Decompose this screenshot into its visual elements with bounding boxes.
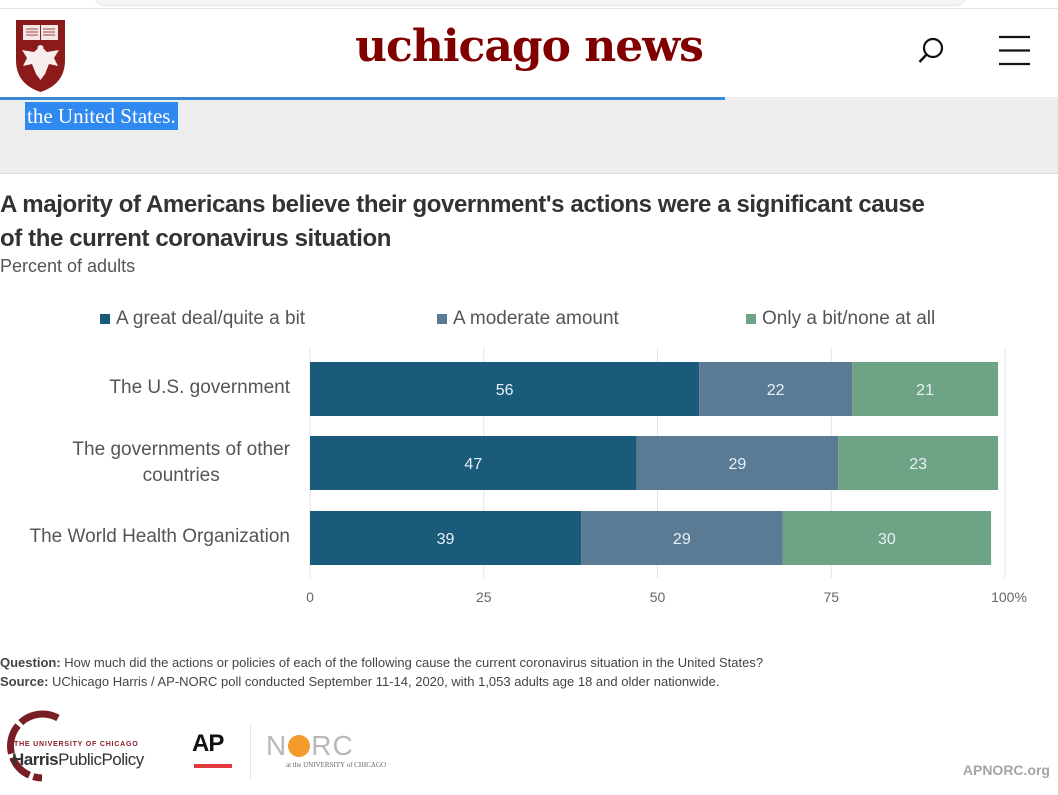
bar-value-label: 56 bbox=[496, 382, 514, 399]
bar-segment bbox=[782, 511, 992, 565]
source-label: Source: bbox=[0, 674, 49, 689]
category-label-who: The World Health Organization bbox=[30, 524, 291, 550]
harris-line-1: THE UNIVERSITY OF CHICAGO bbox=[14, 741, 139, 748]
chart-legend: A great deal/quite a bit A moderate amou… bbox=[0, 308, 1058, 334]
source-text: UChicago Harris / AP-NORC poll conducted… bbox=[48, 674, 720, 689]
reading-progress-bar bbox=[0, 97, 725, 100]
category-label-line: countries bbox=[142, 465, 220, 486]
harris-name: Harris bbox=[12, 750, 59, 769]
x-tick-label: 0 bbox=[306, 589, 314, 605]
harris-line-2: HarrisPublicPolicy bbox=[12, 750, 144, 770]
source-note: Source: UChicago Harris / AP-NORC poll c… bbox=[0, 674, 720, 689]
ap-logo[interactable]: AP bbox=[192, 730, 236, 772]
apnorc-link[interactable]: APNORC.org bbox=[962, 762, 1050, 778]
bar-segment bbox=[636, 436, 839, 490]
question-text: How much did the actions or policies of … bbox=[60, 655, 764, 670]
legend-item-only-a-bit: Only a bit/none at all bbox=[746, 308, 935, 330]
legend-item-moderate: A moderate amount bbox=[437, 308, 619, 330]
bar-value-label: 47 bbox=[464, 456, 482, 473]
ap-underline bbox=[194, 764, 232, 768]
bar-value-label: 29 bbox=[729, 456, 747, 473]
site-header: uchicago news bbox=[0, 9, 1058, 97]
selected-text[interactable]: the United States. bbox=[25, 102, 178, 130]
legend-swatch bbox=[437, 314, 447, 324]
harris-arc-icon bbox=[7, 710, 60, 782]
bar-value-label: 30 bbox=[878, 531, 896, 548]
x-tick-label: 75 bbox=[823, 589, 839, 605]
x-tick-label: 50 bbox=[650, 589, 666, 605]
site-title[interactable]: uchicago news bbox=[355, 21, 704, 72]
university-crest-logo[interactable] bbox=[14, 18, 67, 94]
category-label-line: The U.S. government bbox=[109, 377, 290, 398]
bar-value-label: 29 bbox=[673, 531, 691, 548]
ap-text: AP bbox=[192, 730, 224, 757]
legend-label: A moderate amount bbox=[453, 308, 619, 329]
chart-subtitle: Percent of adults bbox=[0, 256, 136, 276]
norc-orange-circle-icon bbox=[288, 735, 311, 757]
chart-title-line-1: A majority of Americans believe their go… bbox=[0, 191, 925, 218]
category-label-line: The World Health Organization bbox=[29, 526, 291, 547]
category-label-us-government: The U.S. government bbox=[109, 375, 290, 401]
chart-title-line-2: of the current coronavirus situation bbox=[0, 225, 391, 252]
legend-item-great-deal: A great deal/quite a bit bbox=[100, 308, 305, 330]
browser-address-strip bbox=[0, 0, 1058, 9]
chart-title: A majority of Americans believe their go… bbox=[0, 188, 1058, 256]
legend-swatch bbox=[100, 314, 110, 324]
legend-label: Only a bit/none at all bbox=[762, 308, 936, 329]
article-excerpt: the United States. bbox=[0, 97, 1058, 174]
tick-layer: 0 25 50 75 100% bbox=[306, 589, 1027, 605]
logo-divider bbox=[250, 724, 251, 779]
question-label: Question: bbox=[0, 655, 61, 670]
bar-segment bbox=[581, 511, 783, 565]
legend-label: A great deal/quite a bit bbox=[116, 308, 306, 329]
hamburger-menu-icon bbox=[999, 35, 1030, 66]
stacked-bar-chart: 56 22 21 47 29 23 39 29 30 0 25 50 75 100% bbox=[306, 348, 1027, 605]
menu-button[interactable] bbox=[994, 31, 1034, 71]
search-button[interactable] bbox=[912, 31, 952, 71]
bar-value-label: 22 bbox=[767, 382, 785, 399]
public-policy-name: PublicPolicy bbox=[58, 750, 144, 769]
bar-segment bbox=[838, 436, 999, 490]
bar-value-label: 39 bbox=[437, 531, 455, 548]
bar-segment bbox=[310, 436, 637, 490]
address-bar[interactable] bbox=[95, 0, 965, 6]
norc-subtitle: at the UNIVERSITY of CHICAGO bbox=[286, 761, 387, 769]
bar-segment bbox=[310, 511, 582, 565]
bar-segment bbox=[852, 362, 999, 416]
bar-value-label: 21 bbox=[916, 382, 934, 399]
norc-letter-n: N bbox=[266, 730, 288, 761]
harris-public-policy-logo[interactable]: THE UNIVERSITY OF CHICAGO HarrisPublicPo… bbox=[0, 710, 170, 782]
bar-segment bbox=[699, 362, 853, 416]
norc-wordmark: N RC bbox=[266, 730, 354, 762]
question-note: Question: How much did the actions or po… bbox=[0, 655, 763, 670]
x-tick-label: 100% bbox=[991, 589, 1027, 605]
x-tick-label: 25 bbox=[476, 589, 492, 605]
bar-layer: 56 22 21 47 29 23 39 29 30 bbox=[310, 362, 999, 565]
search-icon bbox=[918, 37, 944, 63]
legend-swatch bbox=[746, 314, 756, 324]
norc-letters-rc: RC bbox=[311, 730, 354, 761]
category-label-line: The governments of other bbox=[72, 439, 290, 460]
norc-logo[interactable]: N RC at the UNIVERSITY of CHICAGO bbox=[266, 730, 426, 775]
bar-value-label: 23 bbox=[909, 456, 927, 473]
bar-segment bbox=[310, 362, 700, 416]
category-label-other-governments: The governments of other countries bbox=[72, 437, 290, 489]
